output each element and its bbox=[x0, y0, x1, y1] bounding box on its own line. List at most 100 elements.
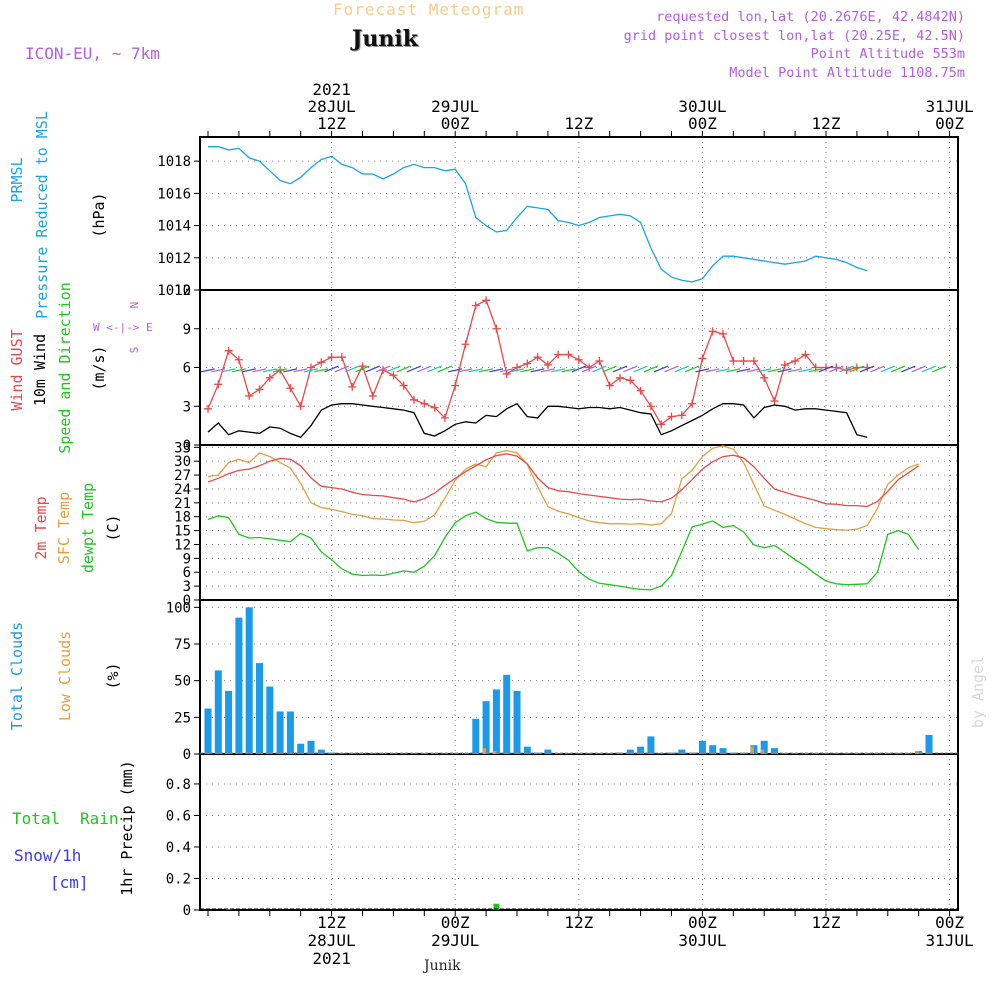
y-tick-label: 12 bbox=[174, 283, 191, 299]
gust-line-marker bbox=[204, 404, 212, 413]
wind-direction-arrow bbox=[324, 365, 339, 373]
top-time-label: 2021 bbox=[312, 80, 351, 99]
rain-bar bbox=[225, 909, 232, 910]
y-tick-label: 0.6 bbox=[166, 808, 191, 824]
total-cloud-bar bbox=[317, 749, 325, 754]
total-cloud-bar bbox=[812, 753, 820, 754]
top-time-label: 12Z bbox=[564, 114, 593, 133]
total-cloud-bar bbox=[307, 740, 315, 754]
y-tick-label: 100 bbox=[166, 600, 191, 616]
wind-direction-arrow bbox=[901, 365, 916, 373]
wind-direction-arrow bbox=[427, 365, 442, 373]
y-tick-label: 6 bbox=[183, 565, 191, 581]
gust-line-marker bbox=[708, 327, 717, 336]
gust-line-marker bbox=[420, 399, 429, 408]
wind-direction-arrow bbox=[231, 368, 246, 373]
wind-direction-arrow bbox=[808, 368, 823, 373]
grid-point-location: grid point closest lon,lat (20.25E, 42.5… bbox=[623, 28, 965, 44]
direction-legend: W <-|-> E bbox=[93, 321, 153, 334]
gust-line-marker bbox=[760, 373, 769, 382]
wind-direction-arrow bbox=[643, 365, 659, 373]
gust-line-marker bbox=[430, 403, 439, 412]
legend-snow-unit: [cm] bbox=[50, 873, 89, 892]
total-cloud-bar bbox=[637, 746, 645, 754]
y-tick-label: 0.2 bbox=[166, 871, 191, 887]
low-clouds-label: Low Clouds bbox=[56, 631, 74, 721]
gust-line-marker bbox=[296, 402, 305, 411]
y-tick-label: 33 bbox=[174, 440, 191, 456]
wind-direction-arrow bbox=[880, 365, 895, 373]
bottom-time-label: 30JUL bbox=[678, 931, 726, 950]
total-cloud-bar bbox=[822, 753, 830, 754]
total-cloud-bar bbox=[462, 753, 469, 754]
wind10m-label: 10m Wind bbox=[31, 334, 49, 406]
requested-location: requested lon,lat (20.2676E, 42.4842N) bbox=[656, 9, 965, 25]
y-tick-label: 0.4 bbox=[166, 840, 191, 856]
total-cloud-bar bbox=[626, 749, 634, 754]
bottom-time-label: 12Z bbox=[564, 913, 593, 932]
y-tick-label: 15 bbox=[174, 524, 191, 540]
t2m-line bbox=[207, 453, 920, 508]
model-label: ICON-EU, ~ 7km bbox=[25, 44, 160, 63]
legend-snow: Snow/1h bbox=[14, 846, 81, 865]
total-cloud-bar bbox=[678, 749, 686, 754]
wind-direction-arrow bbox=[757, 368, 772, 373]
total-cloud-bar bbox=[472, 718, 480, 754]
total-cloud-bar bbox=[884, 753, 892, 754]
y-tick-label: 9 bbox=[183, 551, 191, 567]
y-tick-label: 24 bbox=[174, 482, 191, 498]
dewpt-line bbox=[207, 511, 920, 591]
total-cloud-bar bbox=[894, 753, 902, 754]
pressure-msl-label: Pressure Reduced to MSL bbox=[33, 111, 51, 319]
wind-direction-arrow bbox=[200, 368, 215, 373]
wind-direction-arrow bbox=[561, 368, 576, 373]
gust-line-marker bbox=[399, 381, 408, 390]
total-cloud-bar bbox=[214, 670, 222, 754]
total-cloud-bar bbox=[286, 711, 294, 754]
wind-direction-arrow bbox=[551, 368, 566, 373]
total-cloud-bar bbox=[719, 748, 727, 754]
wind-direction-arrow bbox=[448, 368, 463, 373]
wind-direction-arrow bbox=[344, 365, 360, 373]
total-cloud-bar bbox=[709, 745, 717, 754]
y-tick-label: 6 bbox=[183, 361, 191, 377]
total-cloud-bar bbox=[441, 753, 449, 754]
total-cloud-bar bbox=[245, 607, 253, 754]
total-cloud-bar bbox=[740, 752, 748, 754]
total-cloud-bar bbox=[760, 740, 768, 754]
wind-direction-arrow bbox=[303, 368, 318, 373]
total-cloud-bar bbox=[843, 753, 851, 754]
wind-direction-arrow bbox=[571, 365, 586, 373]
wind-direction-arrow bbox=[746, 368, 761, 373]
gust-line-marker bbox=[564, 350, 573, 359]
total-cloud-bar bbox=[781, 753, 789, 754]
low-cloud-bar bbox=[750, 746, 754, 754]
legend-rain: Rain bbox=[80, 809, 119, 828]
wind-direction-arrow bbox=[664, 365, 679, 373]
y-tick-label: 50 bbox=[174, 674, 191, 690]
gust-line-marker bbox=[688, 399, 697, 408]
gust-line-marker bbox=[595, 357, 604, 366]
gust-line-marker bbox=[224, 346, 233, 355]
wind-direction-arrow bbox=[592, 365, 607, 373]
pressure-unit-label: (hPa) bbox=[90, 192, 108, 237]
y-tick-label: 9 bbox=[183, 322, 191, 338]
total-cloud-bar bbox=[565, 753, 572, 754]
top-time-label: 12Z bbox=[317, 114, 346, 133]
gust-line-marker bbox=[410, 395, 418, 404]
total-cloud-bar bbox=[771, 748, 778, 754]
wind-direction-arrow bbox=[612, 365, 628, 373]
bottom-time-label: 28JUL bbox=[308, 931, 356, 950]
total-cloud-bar bbox=[338, 753, 346, 754]
rain-bar bbox=[493, 903, 500, 910]
gust-line-marker bbox=[616, 373, 624, 382]
wind-direction-arrow bbox=[921, 365, 937, 373]
y-tick-label: 27 bbox=[174, 468, 191, 484]
bottom-time-label: 00Z bbox=[441, 913, 470, 932]
wind-direction-arrow bbox=[334, 365, 350, 373]
wind-direction-arrow bbox=[684, 365, 700, 373]
y-tick-label: 12 bbox=[174, 537, 191, 553]
wind-direction-arrow bbox=[406, 365, 422, 373]
total-cloud-bar bbox=[874, 753, 881, 754]
